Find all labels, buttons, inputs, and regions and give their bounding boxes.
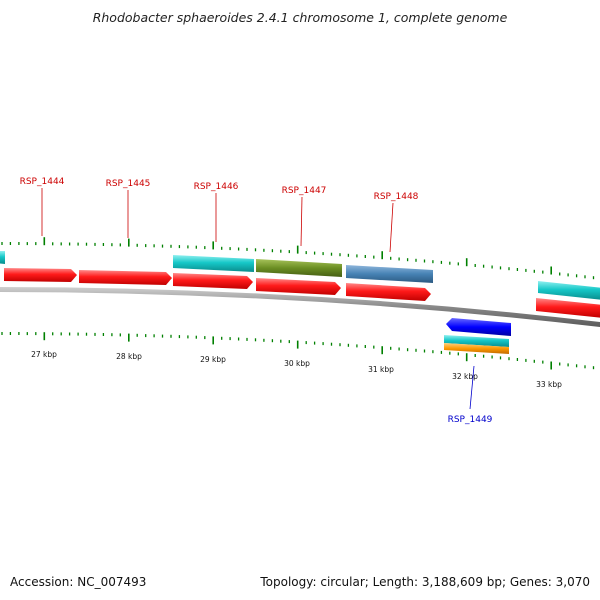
kbp-label: 31 kbp — [368, 365, 394, 374]
accession-value: NC_007493 — [77, 575, 147, 589]
gene-feature[interactable] — [346, 265, 433, 283]
gene-label-rsp-1449[interactable]: RSP_1449 — [448, 415, 493, 425]
gene-label-rsp-1447[interactable]: RSP_1447 — [282, 186, 327, 196]
gene-feature[interactable] — [538, 281, 600, 300]
bottom-tick-track — [1, 332, 595, 370]
kbp-label: 27 kbp — [31, 350, 57, 359]
gene-label-rsp-1445[interactable]: RSP_1445 — [106, 179, 151, 189]
gene-feature[interactable] — [173, 255, 254, 272]
gene-feature[interactable] — [0, 251, 5, 264]
kbp-label: 32 kbp — [452, 372, 478, 381]
kbp-label: 29 kbp — [200, 355, 226, 364]
leader-line — [300, 196, 303, 247]
leader-line — [389, 202, 394, 253]
genome-summary: Topology: circular; Length: 3,188,609 bp… — [260, 575, 590, 589]
top-strand-cds — [4, 268, 600, 318]
top-tick-track — [1, 237, 595, 280]
cds-arrow[interactable] — [346, 283, 431, 301]
gene-label-rsp-1446[interactable]: RSP_1446 — [194, 182, 239, 192]
gene-label-rsp-1448[interactable]: RSP_1448 — [374, 192, 419, 202]
accession-label: Accession: — [10, 575, 74, 589]
cds-arrow[interactable] — [173, 273, 253, 289]
leader-line — [469, 365, 475, 410]
bottom-strand-features — [444, 318, 511, 354]
chromosome-backbone — [0, 287, 600, 327]
gene-label-rsp-1444[interactable]: RSP_1444 — [20, 177, 65, 187]
accession-info: Accession: NC_007493 — [10, 575, 146, 589]
kbp-label: 33 kbp — [536, 380, 562, 389]
gene-feature[interactable] — [444, 343, 509, 354]
top-strand-genes — [0, 251, 600, 300]
gene-feature[interactable] — [256, 259, 342, 277]
kbp-label: 30 kbp — [284, 359, 310, 368]
cds-arrow[interactable] — [256, 278, 341, 295]
gene-labels: RSP_1444 RSP_1445 RSP_1446 RSP_1447 RSP_… — [20, 177, 493, 425]
kbp-label: 28 kbp — [116, 352, 142, 361]
cds-arrow-reverse[interactable] — [446, 318, 511, 336]
kbp-scale: 27 kbp 28 kbp 29 kbp 30 kbp 31 kbp 32 kb… — [31, 350, 562, 389]
cds-arrow[interactable] — [536, 298, 600, 318]
cds-arrow[interactable] — [79, 270, 172, 285]
map-title: Rhodobacter sphaeroides 2.4.1 chromosome… — [92, 10, 508, 25]
cds-arrow[interactable] — [4, 268, 77, 282]
